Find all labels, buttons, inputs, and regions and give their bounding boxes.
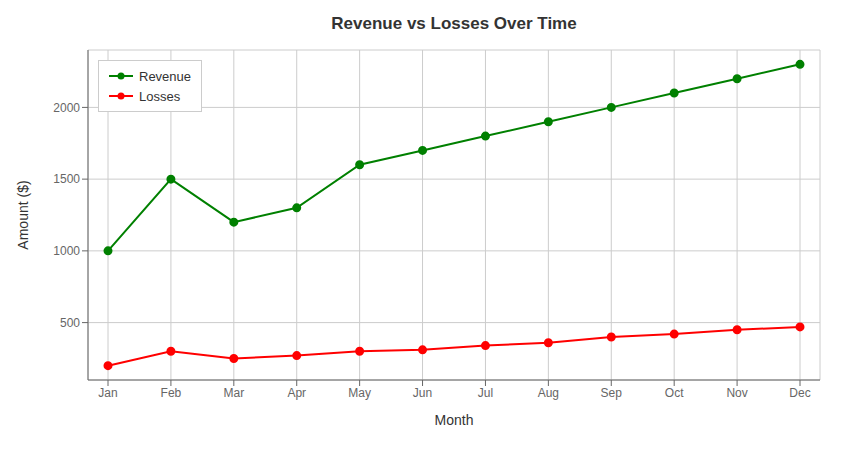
svg-text:Jan: Jan <box>98 386 117 400</box>
svg-text:Jun: Jun <box>413 386 432 400</box>
svg-text:2000: 2000 <box>53 101 80 115</box>
html-text:Revenue: Revenue <box>139 68 191 84</box>
svg-text:Nov: Nov <box>726 386 747 400</box>
html-text:Losses: Losses <box>139 88 181 104</box>
svg-text:Amount ($): Amount ($) <box>15 180 31 249</box>
svg-text:Sep: Sep <box>601 386 623 400</box>
svg-text:May: May <box>348 386 371 400</box>
svg-text:Aug: Aug <box>538 386 559 400</box>
svg-text:500: 500 <box>60 316 80 330</box>
svg-text:Feb: Feb <box>161 386 182 400</box>
svg-text:Mar: Mar <box>223 386 244 400</box>
svg-text:1500: 1500 <box>53 172 80 186</box>
svg-text:1000: 1000 <box>53 244 80 258</box>
svg-text:Oct: Oct <box>665 386 684 400</box>
svg-text:Dec: Dec <box>789 386 810 400</box>
svg-text:Month: Month <box>435 412 474 428</box>
svg-text:Apr: Apr <box>287 386 306 400</box>
html-text:Revenue vs Losses Over Time: Revenue vs Losses Over Time <box>331 14 577 33</box>
svg-text:Jul: Jul <box>478 386 493 400</box>
